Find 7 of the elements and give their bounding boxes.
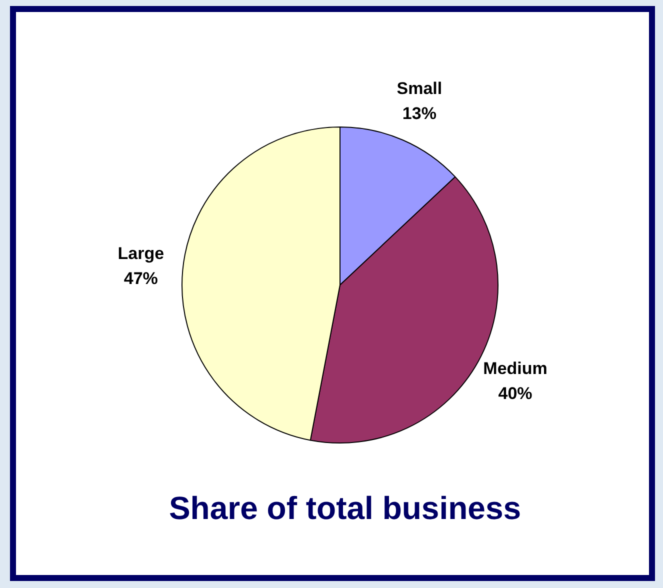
slice-label: Medium [483,359,548,378]
data-label: 40% [498,384,532,404]
data-label: 47% [124,268,158,288]
slice-label: Small [396,79,442,98]
slice-label: Large [118,244,164,263]
text: Share of total business [168,490,522,527]
data-label: 13% [402,104,436,124]
